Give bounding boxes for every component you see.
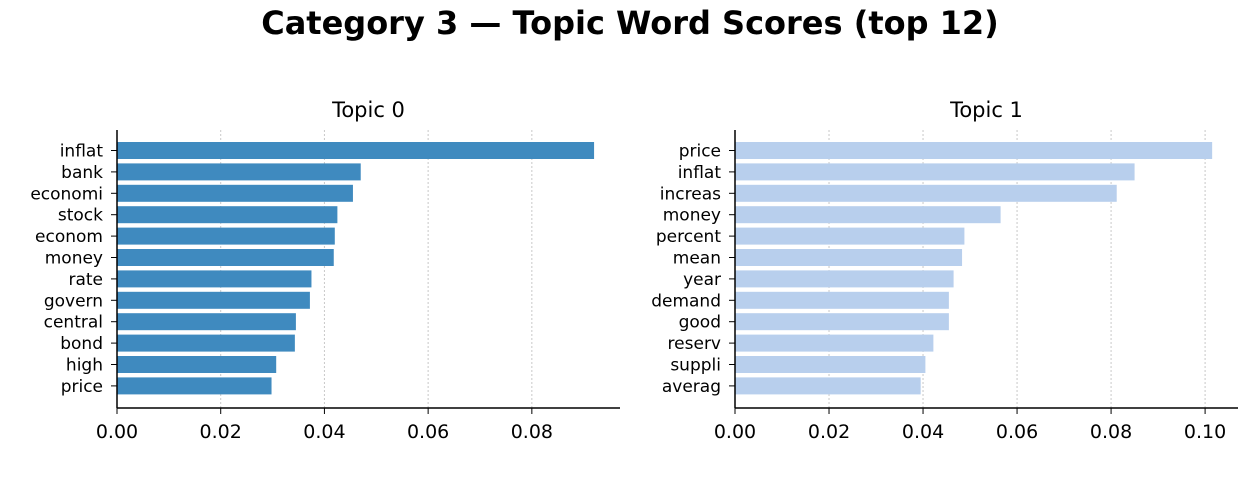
x-tick-label: 0.04 [303,421,345,443]
y-tick-label: stock [58,206,103,226]
y-tick-label: economi [30,184,103,204]
bar [735,356,926,373]
panel-title: Topic 0 [331,98,405,122]
chart-panel-0: inflatbankeconomistockeconommoneyrategov… [30,98,620,443]
y-tick-label: mean [673,249,721,269]
y-tick-label: percent [656,227,721,247]
bar [117,334,295,352]
y-tick-label: bank [61,163,103,183]
bar [735,184,1117,202]
y-tick-label: year [683,270,721,290]
x-tick-label: 0.02 [808,421,850,443]
y-tick-label: demand [651,291,721,311]
x-tick-label: 0.06 [407,421,449,443]
bar [735,270,954,288]
x-tick-label: 0.00 [714,421,756,443]
y-tick-label: high [66,356,103,376]
y-tick-label: money [45,249,103,269]
x-tick-label: 0.06 [996,421,1038,443]
bar [117,356,277,373]
x-tick-label: 0.04 [902,421,944,443]
y-tick-label: averag [662,377,721,397]
bar [117,142,595,159]
bar [117,377,272,395]
bar [117,227,335,245]
y-tick-label: reserv [668,334,721,354]
bar [735,142,1213,159]
y-tick-label: econom [35,227,103,247]
y-tick-label: bond [60,334,103,354]
y-tick-label: suppli [670,356,721,376]
bar [735,163,1135,181]
bar [117,163,361,181]
bar [735,334,934,352]
x-tick-label: 0.00 [96,421,138,443]
bar [735,206,1001,224]
bar [117,184,353,202]
bar [117,291,310,309]
y-tick-label: central [44,313,103,333]
y-tick-label: rate [68,270,103,290]
bar [117,249,334,266]
y-tick-label: price [679,142,721,162]
y-tick-label: money [663,206,721,226]
y-tick-label: govern [44,291,103,311]
bar [735,291,949,309]
bar [735,377,921,395]
x-tick-label: 0.10 [1184,421,1226,443]
y-tick-label: price [61,377,103,397]
bar [735,227,965,245]
y-tick-label: increas [660,184,721,204]
figure-title: Category 3 — Topic Word Scores (top 12) [261,4,999,42]
bar [735,249,963,266]
bar [117,313,296,331]
x-tick-label: 0.08 [1090,421,1132,443]
panel-title: Topic 1 [949,98,1023,122]
bar [117,206,338,224]
x-tick-label: 0.02 [200,421,242,443]
bar [735,313,949,331]
bar [117,270,312,288]
x-tick-label: 0.08 [511,421,553,443]
chart-panel-1: priceinflatincreasmoneypercentmeanyearde… [651,98,1238,443]
y-tick-label: inflat [60,142,104,162]
y-tick-label: good [679,313,721,333]
y-tick-label: inflat [678,163,722,183]
